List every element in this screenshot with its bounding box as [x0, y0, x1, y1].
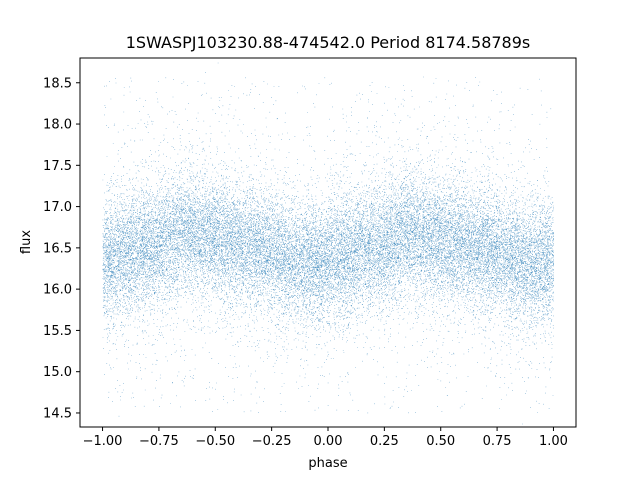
x-tick-label: 0.50: [426, 434, 455, 449]
y-tick-label: 17.0: [43, 200, 72, 215]
y-tick-label: 16.0: [43, 283, 72, 298]
x-tick-label: −0.50: [195, 434, 235, 449]
x-tick-label: 0.25: [370, 434, 399, 449]
y-axis-ticks: 14.5 15.0 15.5 16.0 16.5 17.0 17.5 18.0 18.5: [43, 76, 80, 421]
chart-title: 1SWASPJ103230.88-474542.0 Period 8174.58…: [126, 33, 531, 52]
x-tick-label: −0.75: [139, 434, 179, 449]
y-tick-label: 15.5: [43, 324, 72, 339]
x-tick-label: 0.75: [483, 434, 512, 449]
y-tick-label: 14.5: [43, 406, 72, 421]
y-tick-label: 18.0: [43, 118, 72, 133]
x-tick-label: −0.25: [252, 434, 292, 449]
x-axis-label: phase: [308, 456, 347, 471]
scatter-point-cloud: [102, 62, 554, 425]
y-tick-label: 15.0: [43, 365, 72, 380]
y-tick-label: 17.5: [43, 159, 72, 174]
scatter-points: [102, 62, 554, 425]
y-tick-label: 18.5: [43, 76, 72, 91]
y-axis-label: flux: [19, 230, 34, 254]
x-axis-ticks: −1.00 −0.75 −0.50 −0.25 0.00 0.25 0.50 0.75 1.00: [83, 427, 568, 449]
x-tick-label: 0.00: [314, 434, 343, 449]
x-tick-label: 1.00: [539, 434, 568, 449]
y-tick-label: 16.5: [43, 241, 72, 256]
x-tick-label: −1.00: [83, 434, 123, 449]
